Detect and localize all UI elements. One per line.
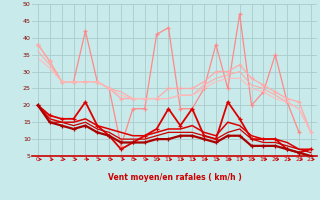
X-axis label: Vent moyen/en rafales ( km/h ): Vent moyen/en rafales ( km/h ) xyxy=(108,174,241,182)
